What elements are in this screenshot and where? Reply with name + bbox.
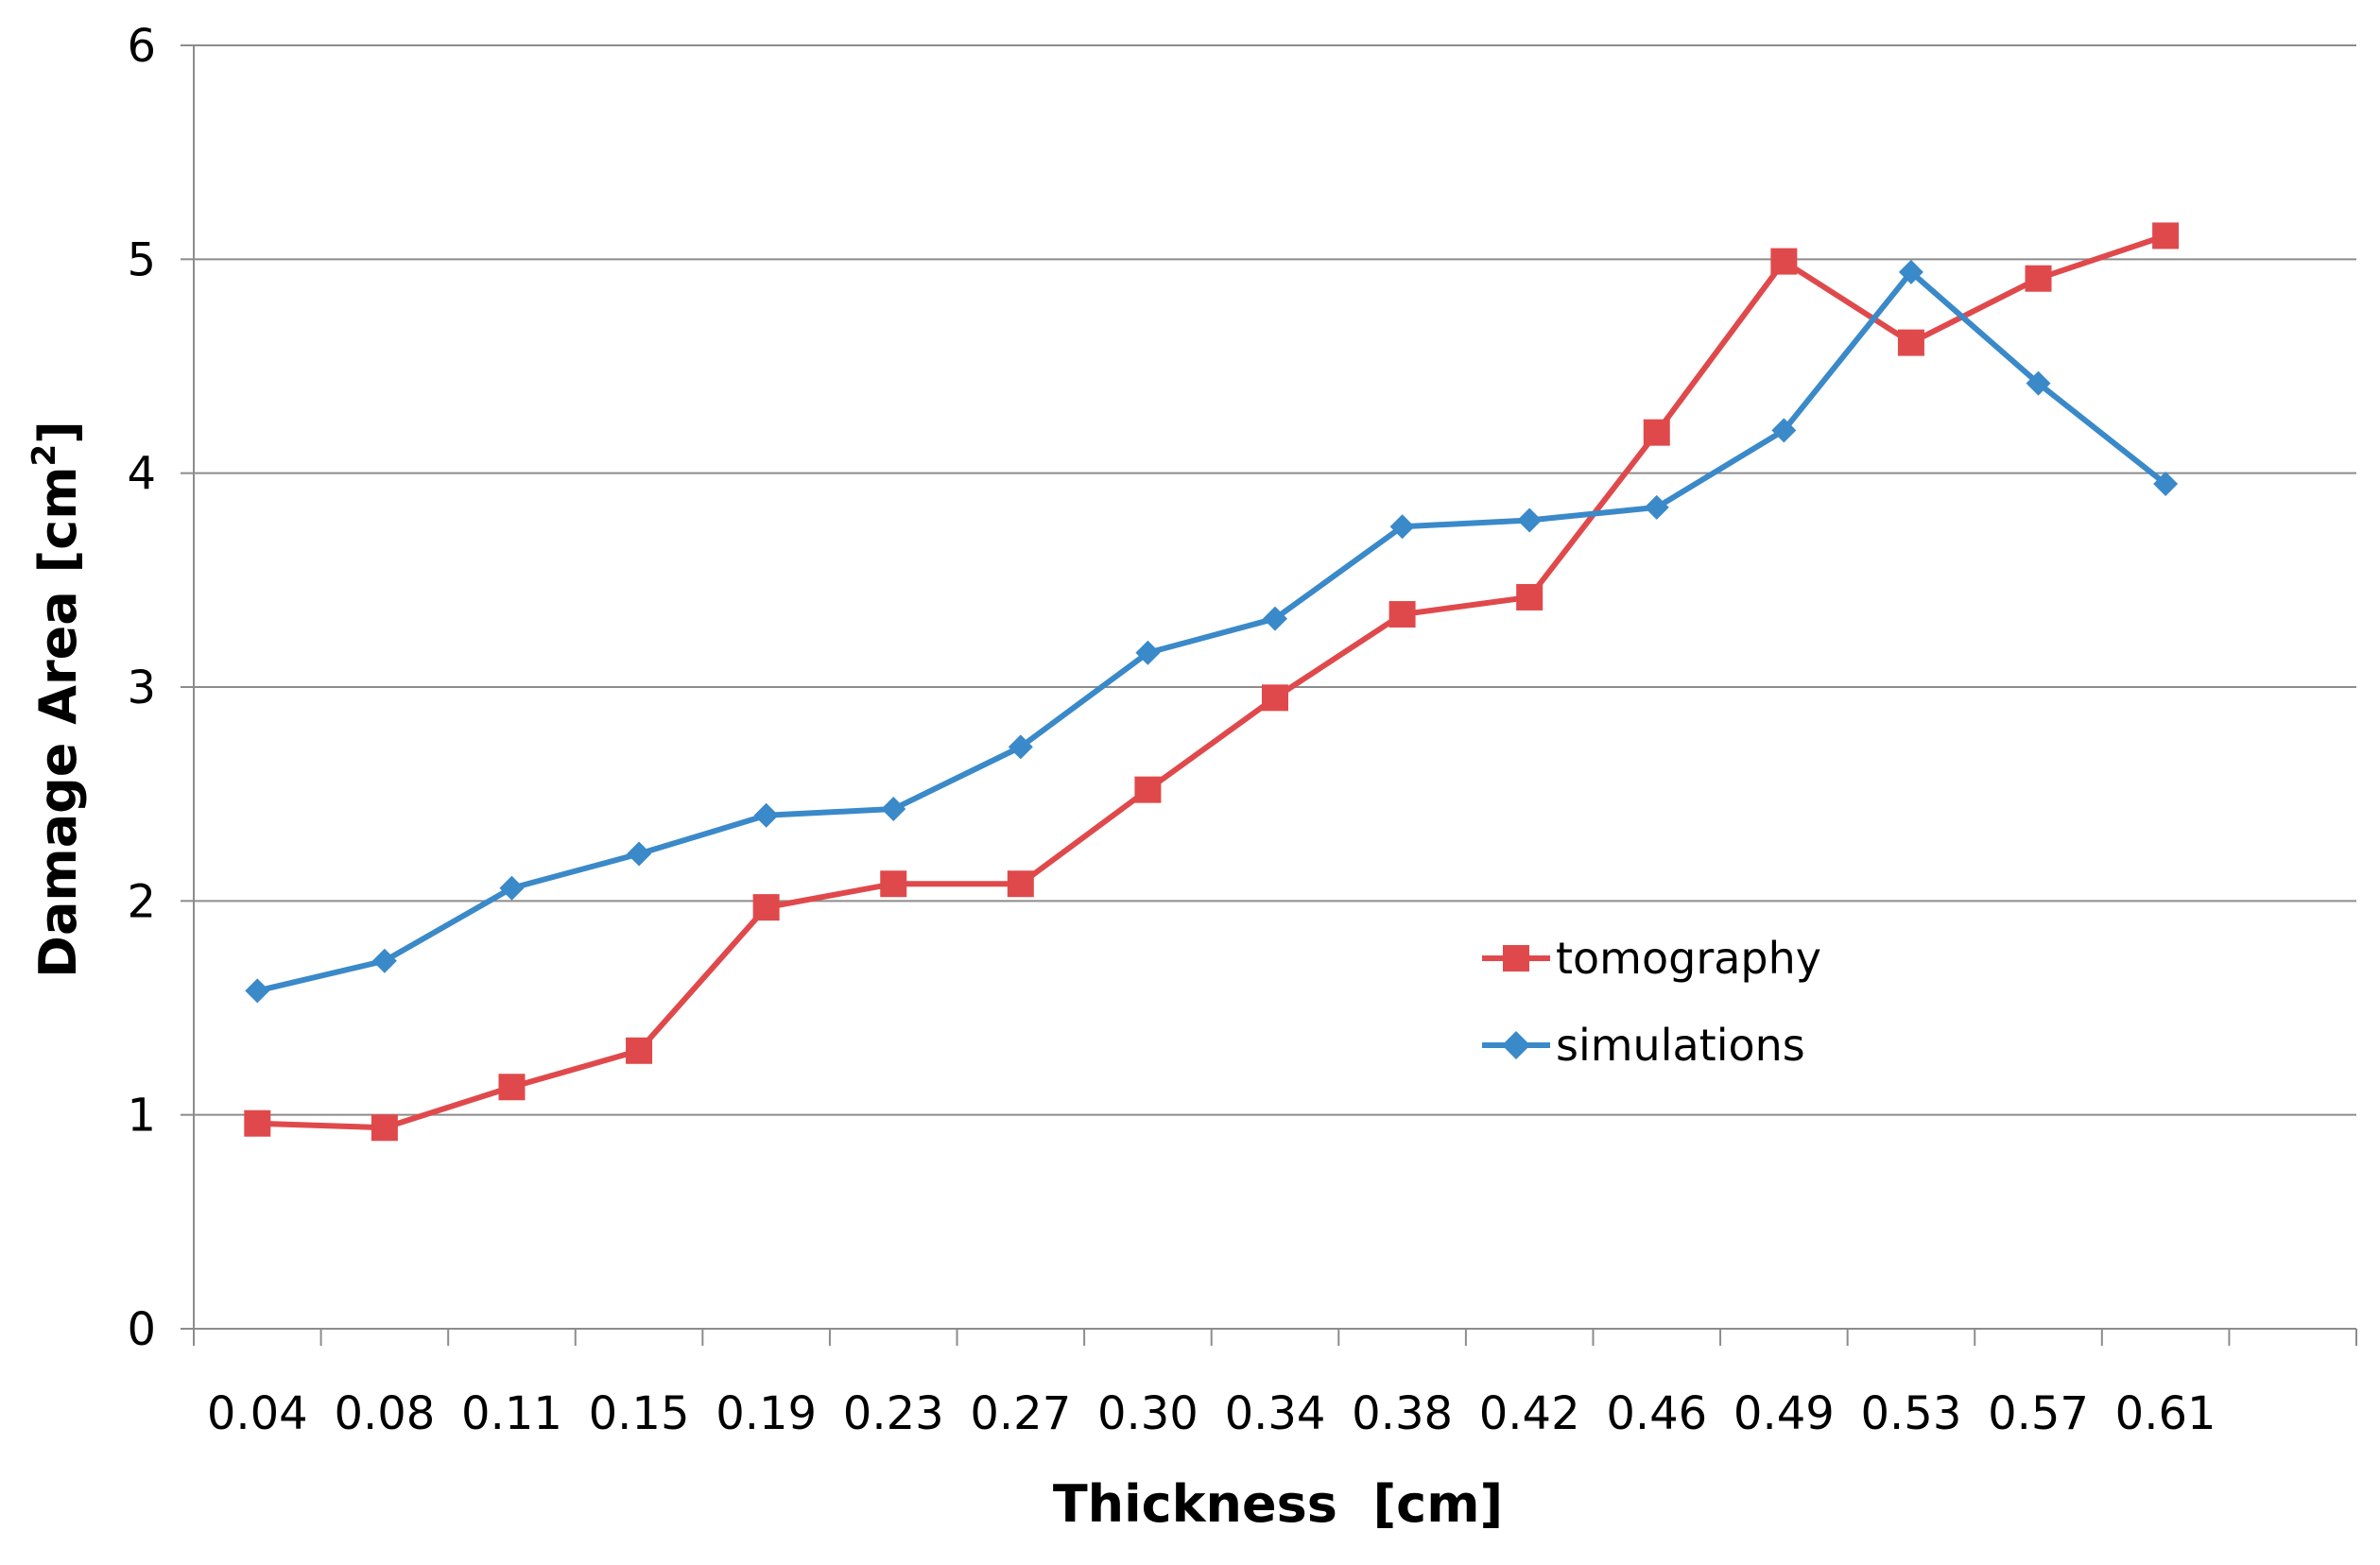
data-point-tomography — [498, 1074, 526, 1101]
x-tick-label: 0.38 — [1352, 1387, 1453, 1440]
x-tick-label: 0.08 — [334, 1387, 435, 1440]
y-axis-title-close: ] — [28, 421, 88, 444]
series-line-tomography — [257, 232, 2167, 1131]
y-axis-title: Damage Area [cm2] — [26, 421, 88, 978]
x-tick-label: 0.11 — [461, 1387, 562, 1440]
data-point-simulations — [1008, 734, 1033, 760]
data-point-tomography — [1770, 248, 1798, 275]
legend: tomography simulations — [1482, 933, 1821, 1071]
x-tick-label: 0.57 — [1988, 1387, 2089, 1440]
data-point-tomography — [752, 894, 780, 921]
data-point-tomography — [1007, 870, 1034, 898]
data-point-simulations — [881, 797, 906, 822]
x-tick-label: 0.49 — [1733, 1387, 1835, 1440]
data-point-simulations — [2153, 471, 2179, 496]
data-point-tomography — [371, 1114, 398, 1142]
data-point-simulations — [245, 978, 270, 1004]
y-axis-title-main: Damage Area [cm — [28, 467, 88, 978]
x-tick-label: 0.42 — [1479, 1387, 1580, 1440]
data-point-tomography — [2025, 265, 2052, 292]
legend-tomography-label: tomography — [1556, 933, 1821, 984]
legend-simulations-label: simulations — [1556, 1020, 1805, 1071]
data-point-tomography — [1643, 419, 1670, 446]
data-point-simulations — [1135, 640, 1161, 665]
y-axis-title-superscript: 2 — [26, 444, 63, 467]
x-axis-title: Thickness [cm] — [1053, 1474, 1503, 1534]
gridlines — [194, 44, 2356, 1116]
data-point-simulations — [1389, 514, 1415, 540]
data-point-simulations — [2026, 370, 2051, 396]
data-point-tomography — [1516, 583, 1544, 611]
data-point-tomography — [244, 1109, 271, 1137]
legend-tomography-marker — [1503, 945, 1529, 972]
series — [244, 222, 2180, 1142]
data-point-simulations — [1898, 259, 1923, 284]
x-tick-label: 0.19 — [716, 1387, 817, 1440]
data-point-tomography — [2152, 222, 2180, 249]
x-tick-label: 0.23 — [843, 1387, 944, 1440]
x-tick-label: 0.27 — [970, 1387, 1071, 1440]
data-point-simulations — [1644, 494, 1669, 520]
y-tick-label: 4 — [127, 448, 156, 501]
y-tick-label: 3 — [127, 662, 156, 714]
data-point-simulations — [753, 802, 779, 828]
data-point-simulations — [499, 875, 525, 901]
data-point-tomography — [1388, 601, 1416, 628]
data-point-simulations — [1517, 507, 1543, 533]
data-point-tomography — [1262, 684, 1288, 712]
y-tick-label: 6 — [127, 20, 156, 73]
x-tick-label: 0.46 — [1606, 1387, 1707, 1440]
y-tick-label: 0 — [127, 1303, 156, 1356]
x-tick-label: 0.34 — [1225, 1387, 1326, 1440]
data-point-simulations — [371, 948, 397, 973]
series-line-simulations — [256, 268, 2167, 994]
legend-simulations-marker — [1502, 1031, 1530, 1059]
data-point-simulations — [1263, 606, 1287, 631]
axes — [181, 44, 2357, 1346]
data-point-simulations — [1771, 418, 1797, 443]
x-tick-label: 0.61 — [2115, 1387, 2216, 1440]
y-tick-label: 5 — [127, 233, 156, 286]
tick-labels: 0 1 2 3 4 5 6 0.04 0.08 0.11 0.15 0.19 0.23 0.27 0.30 0… — [127, 20, 2216, 1440]
data-point-simulations — [627, 841, 652, 867]
x-tick-label: 0.30 — [1097, 1387, 1199, 1440]
y-tick-label: 1 — [127, 1090, 156, 1143]
x-tick-label: 0.53 — [1861, 1387, 1962, 1440]
data-point-tomography — [1134, 776, 1162, 803]
data-point-tomography — [880, 870, 907, 898]
x-tick-label: 0.04 — [207, 1387, 308, 1440]
y-tick-label: 2 — [127, 875, 156, 928]
data-point-tomography — [1897, 329, 1924, 356]
x-tick-label: 0.15 — [589, 1387, 690, 1440]
data-point-tomography — [626, 1037, 653, 1064]
